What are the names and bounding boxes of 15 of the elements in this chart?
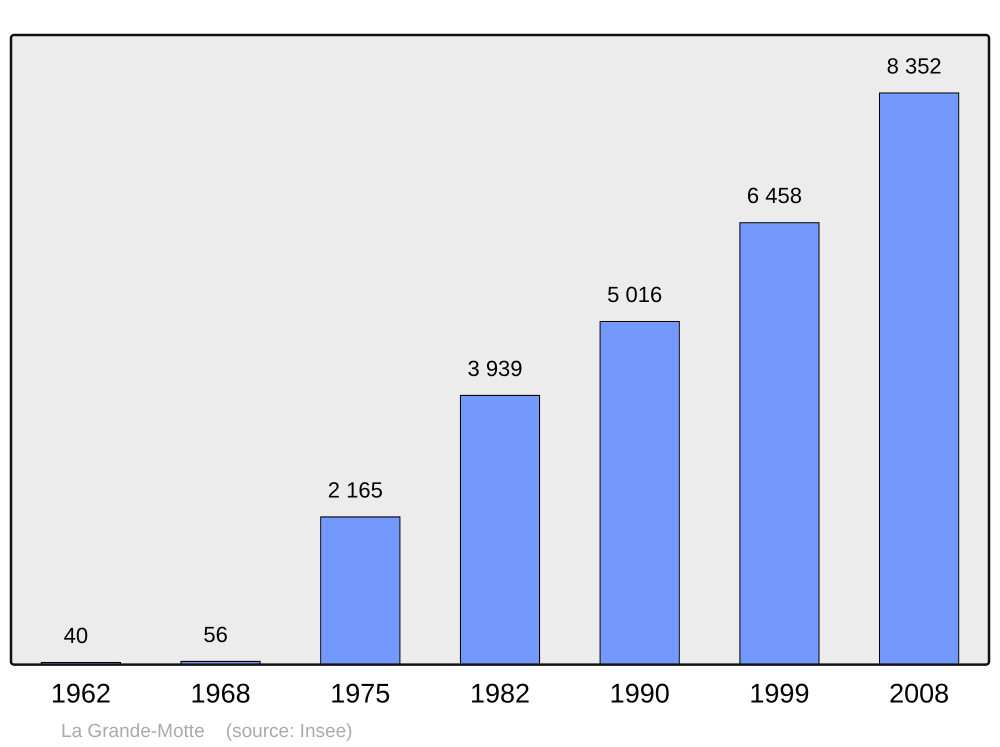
x-tick-label: 1982 bbox=[470, 678, 530, 708]
data-label: 2 165 bbox=[328, 477, 383, 502]
data-label: 40 bbox=[64, 622, 88, 648]
x-tick-label: 1968 bbox=[190, 678, 251, 708]
data-label: 56 bbox=[203, 622, 228, 647]
x-tick-label: 1999 bbox=[749, 678, 810, 708]
x-tick-label: 1975 bbox=[330, 678, 390, 708]
data-label: 8 352 bbox=[886, 53, 942, 78]
data-label: 6 458 bbox=[746, 183, 802, 208]
x-tick-label: 1990 bbox=[610, 678, 670, 708]
x-tick-label: 1962 bbox=[50, 678, 111, 708]
data-label: 5 016 bbox=[607, 282, 662, 308]
data-label: 3 939 bbox=[467, 356, 523, 381]
text: La Grande-Motte (source: Insee) bbox=[61, 721, 352, 742]
x-tick-label: 2008 bbox=[889, 678, 950, 708]
